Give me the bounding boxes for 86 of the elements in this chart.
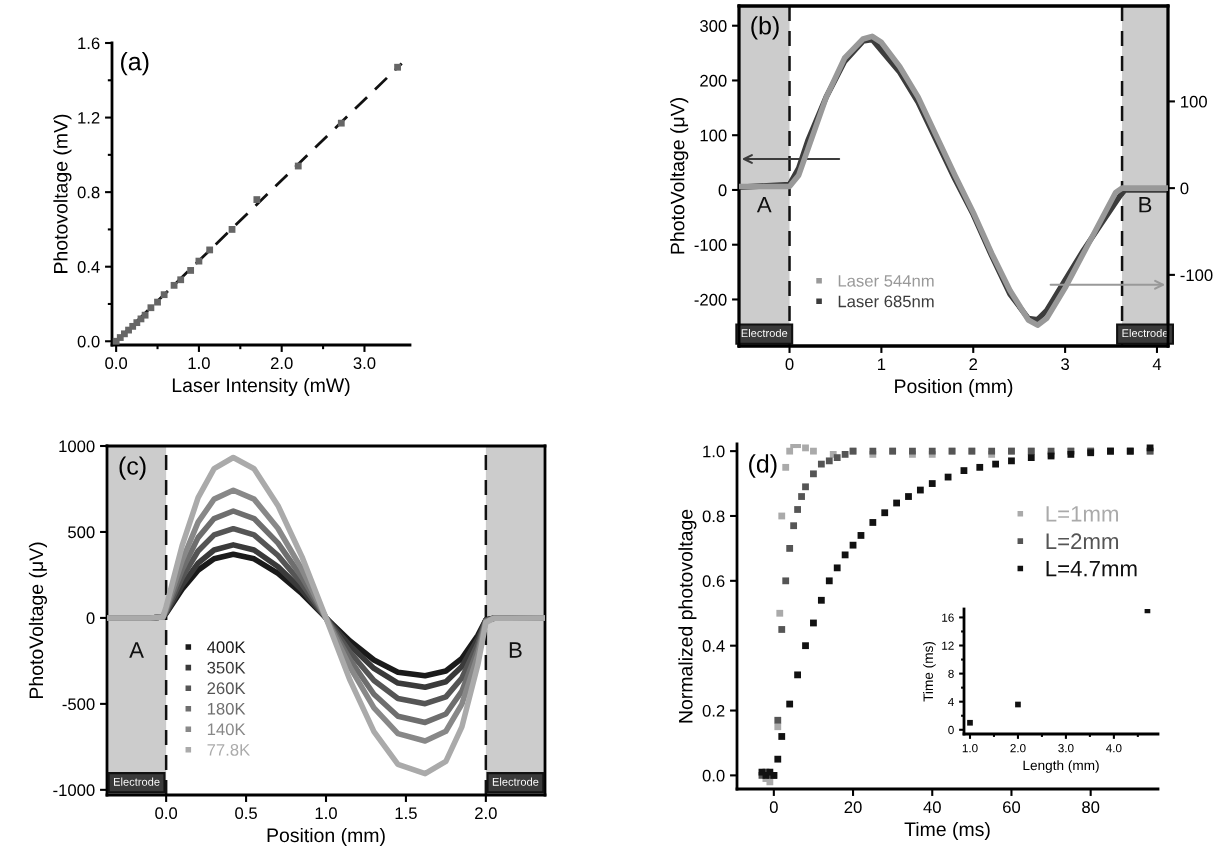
- legend-label: 77.8K: [207, 743, 251, 756]
- x-tick-label: 80: [1082, 801, 1100, 814]
- y-tick-label: 300: [700, 20, 727, 32]
- x-tick-label: 20: [844, 801, 862, 814]
- y-tick-label: 1.6: [78, 37, 100, 50]
- y-tick-label: 12: [942, 641, 954, 650]
- y-tick-label: 4: [948, 697, 954, 706]
- x-axis-title: Position (mm): [895, 378, 1013, 398]
- y-tick-label: 8: [948, 669, 954, 678]
- y-tick-label: 0.8: [702, 510, 725, 523]
- x-tick-label: 4.0: [1106, 744, 1122, 753]
- legend-label: 260K: [207, 682, 246, 695]
- x-tick-label: 3.0: [353, 357, 376, 370]
- y-tick-label: 500: [68, 526, 95, 539]
- y-tick-label: 0: [718, 184, 727, 197]
- band-label: A: [129, 642, 144, 658]
- x-tick-label: 2.0: [1010, 744, 1026, 753]
- y2-tick-label: 0: [1180, 182, 1189, 195]
- y-tick-label: 0.6: [702, 575, 725, 588]
- x-axis-title: Time (ms): [904, 821, 990, 841]
- y2-tick-label: -100: [1180, 269, 1213, 282]
- x-axis-title: Length (mm): [1023, 760, 1099, 773]
- x-tick-label: 0.5: [235, 807, 257, 820]
- band-label: A: [756, 197, 772, 213]
- y-tick-label: 0.0: [77, 335, 100, 348]
- y-tick-label: 16: [942, 613, 954, 622]
- y-tick-label: 1.0: [703, 445, 725, 458]
- x-tick-label: 2.0: [270, 357, 293, 370]
- y-tick-label: 1.2: [78, 111, 100, 124]
- x-tick-label: 0: [785, 358, 794, 371]
- annotation: Electrode: [1122, 328, 1169, 338]
- x-tick-label: 0.0: [155, 807, 178, 820]
- y-tick-label: 100: [700, 129, 727, 142]
- legend-label: Laser 685nm: [838, 295, 934, 308]
- x-tick-label: 1.5: [395, 807, 417, 820]
- annotation: (c): [119, 456, 146, 480]
- annotation: (d): [749, 454, 777, 478]
- x-tick-label: 3: [1061, 358, 1070, 371]
- y-tick-label: 0.0: [702, 769, 725, 782]
- y-axis-title: Time (ms): [923, 641, 936, 702]
- legend-label: L=4.7mm: [1046, 560, 1137, 577]
- y-axis-title: Normalized photovoltage: [678, 509, 697, 723]
- annotation: (b): [751, 16, 779, 40]
- y-tick-label: -1000: [53, 784, 95, 797]
- x-tick-label: 60: [1003, 801, 1021, 814]
- y-tick-label: 0.4: [77, 261, 100, 273]
- x-tick-label: 3.0: [1058, 744, 1074, 753]
- legend-label: L=1mm: [1046, 506, 1119, 522]
- x-tick-label: 2: [969, 358, 978, 370]
- y-tick-label: 200: [700, 74, 727, 87]
- x-axis-title: Position (mm): [267, 827, 385, 847]
- y-tick-label: 0: [86, 612, 95, 625]
- legend-label: Laser 544nm: [838, 275, 934, 287]
- legend-label: 180K: [207, 702, 246, 715]
- annotation: Electrode: [114, 777, 160, 786]
- x-tick-label: 1: [878, 358, 886, 370]
- y2-tick-label: 100: [1181, 95, 1207, 108]
- x-tick-label: 40: [923, 801, 941, 814]
- band-label: B: [1139, 197, 1152, 213]
- y-tick-label: 0.4: [702, 640, 725, 652]
- y-tick-label: -500: [62, 698, 95, 711]
- x-tick-label: 2.0: [475, 807, 497, 820]
- x-tick-label: 1.0: [962, 744, 978, 753]
- y-axis-title: Photovoltage (mV): [53, 114, 72, 273]
- annotation: Electrode: [741, 328, 788, 338]
- legend-label: 400K: [207, 641, 246, 654]
- y-tick-label: 1000: [59, 440, 95, 453]
- x-axis-title: Laser Intensity (mW): [172, 377, 350, 397]
- x-tick-label: 0.0: [105, 357, 128, 370]
- x-tick-label: 0: [769, 801, 778, 814]
- x-tick-label: 1.0: [188, 357, 210, 370]
- y-tick-label: -100: [694, 239, 727, 251]
- legend-label: 140K: [207, 723, 246, 736]
- y-tick-label: -200: [694, 293, 727, 306]
- x-tick-label: 4: [1152, 358, 1162, 370]
- y-axis-title: PhotoVoltage (μV): [28, 542, 48, 699]
- legend-label: L=2mm: [1046, 533, 1119, 549]
- legend-label: 350K: [207, 661, 246, 674]
- y-axis-title: PhotoVoltage (μV): [670, 98, 689, 254]
- annotation: (a): [121, 52, 149, 76]
- x-tick-label: 1.0: [315, 807, 337, 820]
- y-tick-label: 0: [948, 725, 954, 735]
- band-label: B: [509, 642, 522, 658]
- y-tick-label: 0.2: [702, 704, 725, 717]
- annotation: Electrode: [492, 777, 539, 786]
- y-tick-label: 0.8: [77, 186, 100, 199]
